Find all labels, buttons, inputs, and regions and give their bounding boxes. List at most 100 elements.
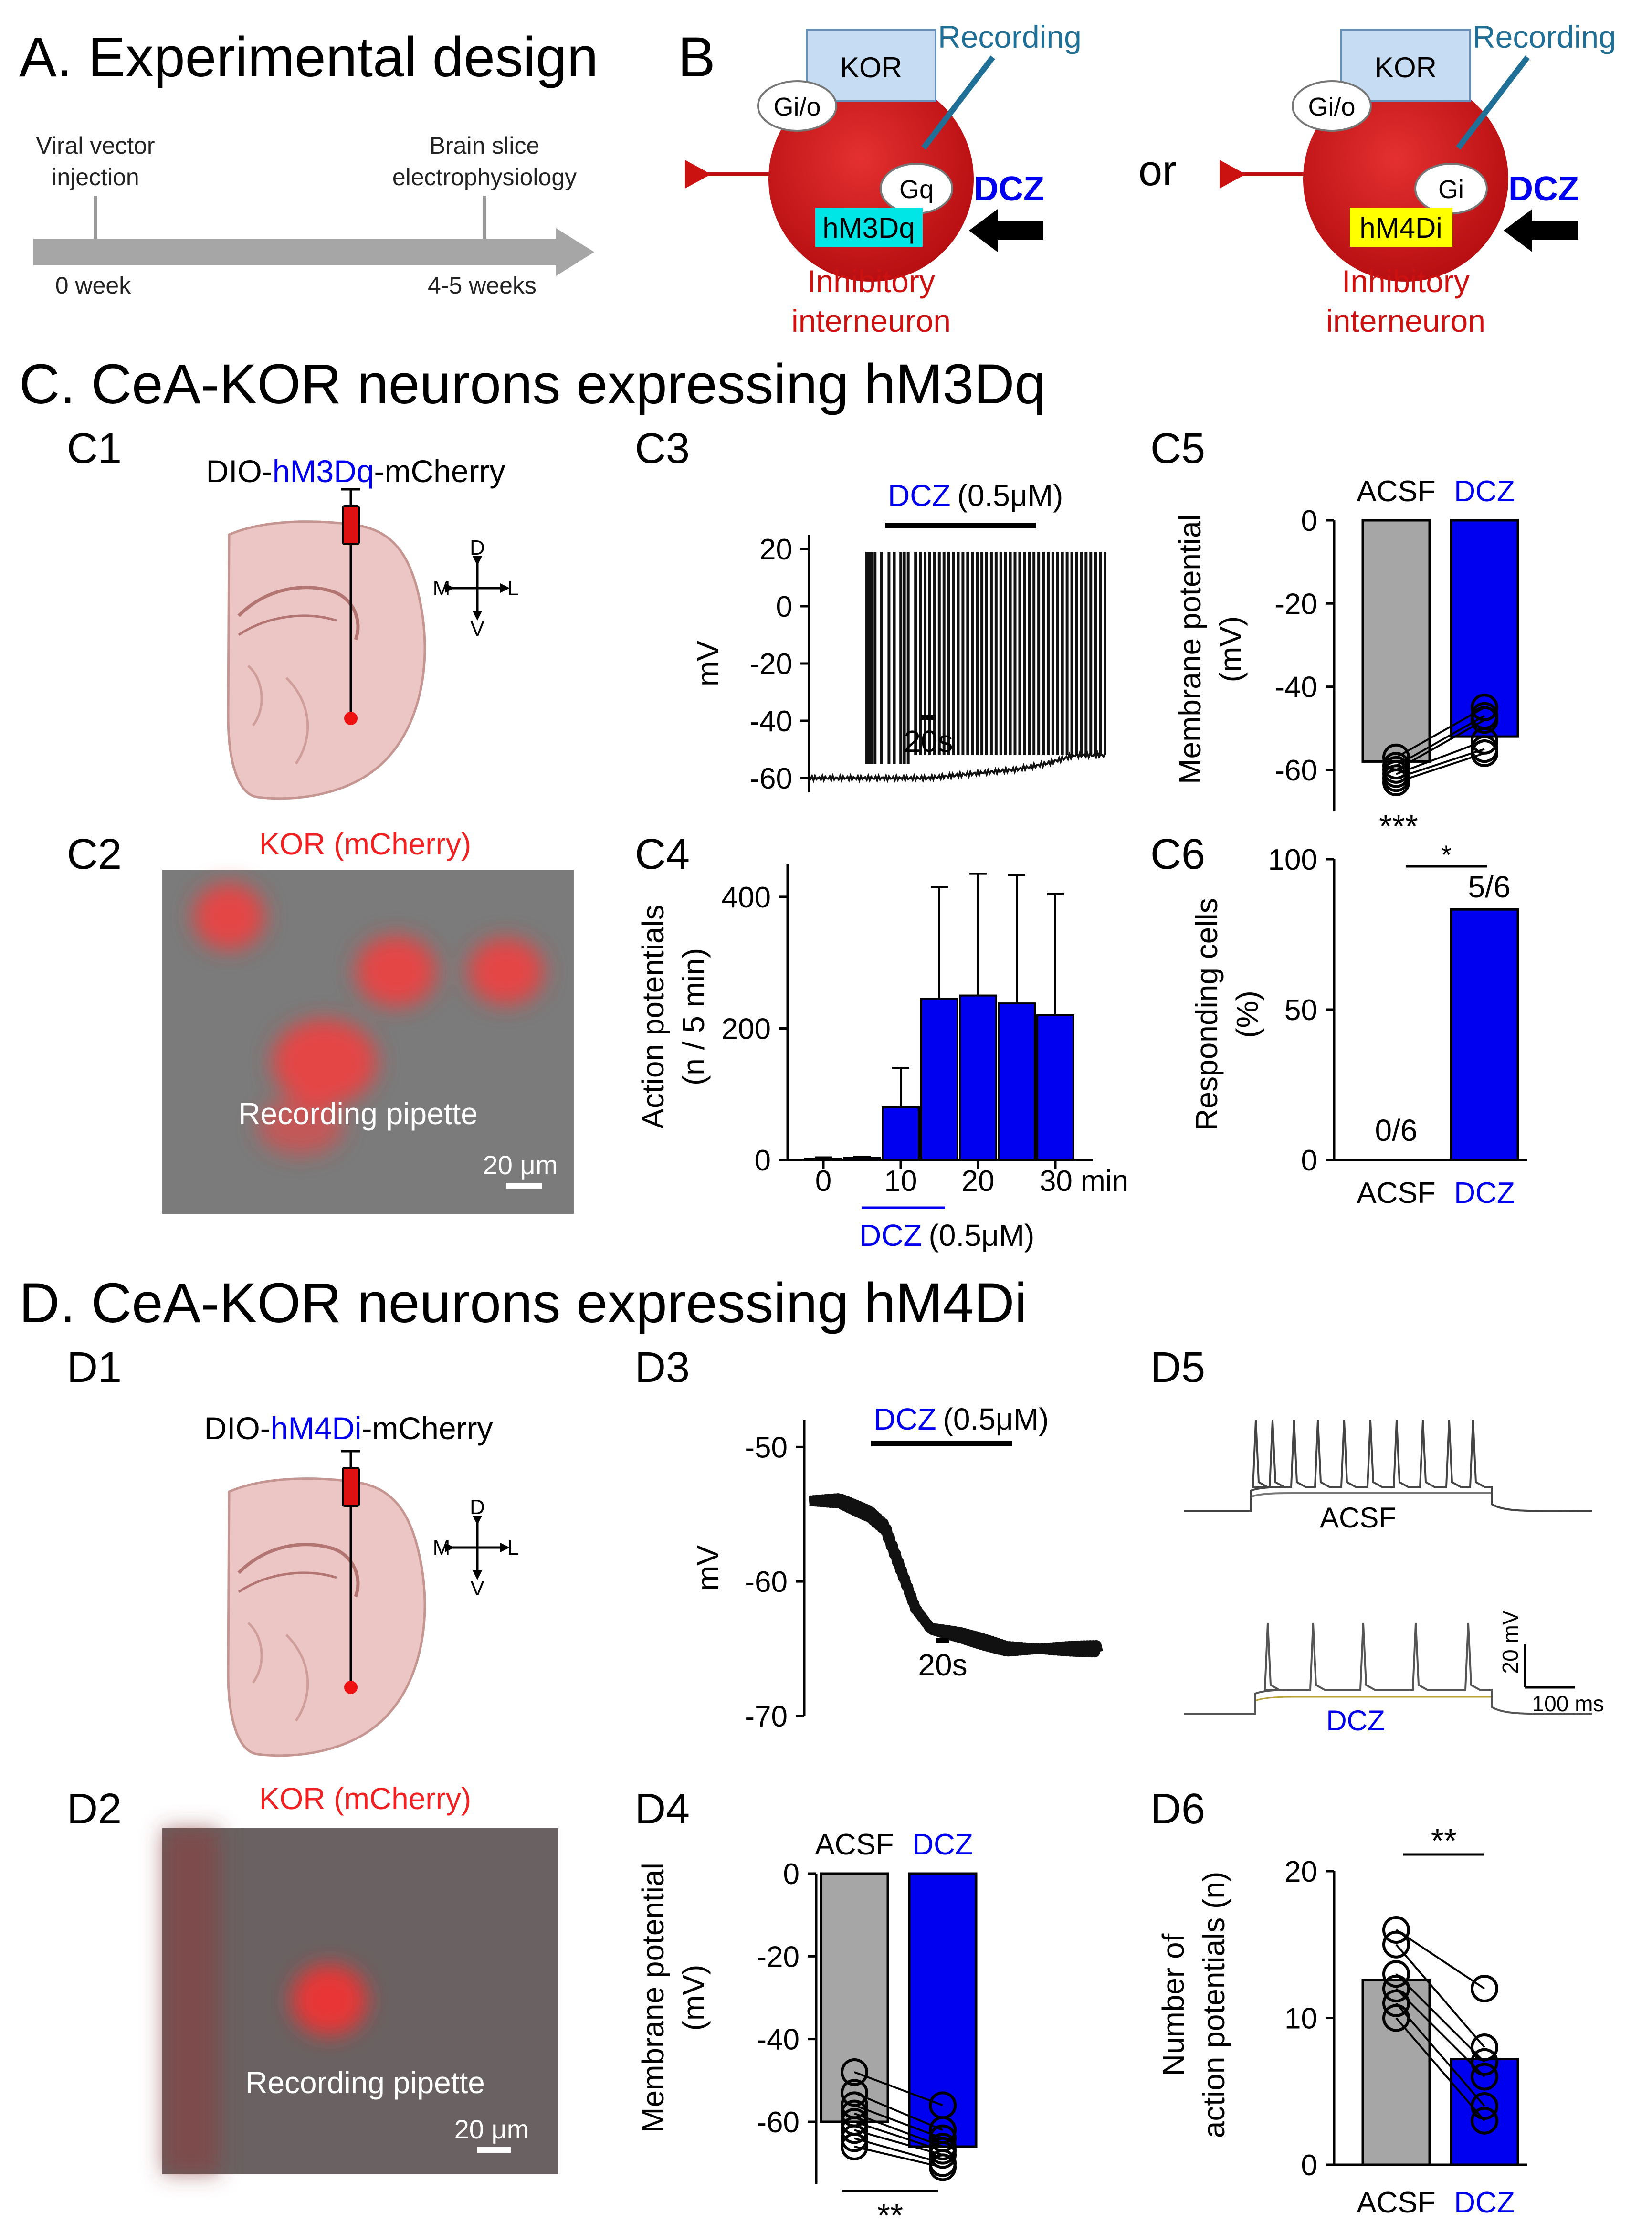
data-point [1382,1916,1410,1944]
d2-fluorescent-cells [162,1828,368,2174]
panel-c4: C4 Action potentials (n / 5 min) 4002000… [635,831,1128,1253]
y-tick-label: -50 [745,1431,788,1464]
brain-section-icon [227,488,426,800]
data-point [1471,694,1498,722]
d5-voltage-scale-label: 20 mV [1498,1610,1523,1674]
dir-lateral: L [507,1536,519,1559]
c6-ylabel-line2: (%) [1230,990,1264,1038]
y-tick-label: -60 [757,2106,800,2139]
data-point [1471,1975,1498,2002]
d4-ylabel-line2: (mV) [676,1965,711,2031]
event1-line1: Viral vector [36,132,155,159]
panel-a: A. Experimental design Viral vector inje… [19,26,598,299]
dcz-arrow-icon [1504,209,1578,252]
cell-type-line1: Inhibitory [807,263,935,299]
data-point [1471,727,1498,755]
y-tick-label: 0 [776,590,792,623]
category-label-acsf: ACSF [1357,2186,1435,2219]
panel-c3: C3 DCZ (0.5μM) mV 20 0 -20 -40 -60 20s [635,425,1106,795]
c3-voltage-trace [808,750,1106,783]
y-tick-label: 0 [1301,1144,1317,1177]
panel-b: B or KOR Recording Gi/o Gq hM3Dq DCZ Inh… [678,19,1616,338]
bar [882,1106,920,1161]
or-text: or [1138,147,1177,195]
paired-line [1396,739,1485,775]
paired-line [854,2137,943,2164]
hm3dq-box [815,208,923,247]
d2-image-title: KOR (mCherry) [259,1781,471,1816]
dir-medial: M [433,1536,451,1559]
bar [804,1158,842,1161]
panel-a-heading: A. Experimental design [19,26,598,89]
panel-c1-label: C1 [67,425,122,473]
c2-pipette-label: Recording pipette [238,1096,478,1131]
y-tick-label: 50 [1284,994,1317,1027]
bar-acsf [1361,1979,1431,2166]
panel-d1-label: D1 [67,1344,122,1391]
c3-action-potential-spikes [865,552,1106,764]
virus-construct-label: DIO-hM4Di-mCherry [204,1411,493,1446]
paired-line [1396,706,1485,758]
bar [920,998,958,1161]
category-label-dcz: DCZ [1454,1177,1515,1210]
y-tick-label: -60 [1274,754,1317,787]
paired-line [854,2112,943,2148]
cell-type-line2: interneuron [791,303,951,338]
c2-scale-label: 20 μm [483,1150,558,1180]
recording-pipette-icon [921,55,995,150]
c5-significance: *** [1379,808,1418,845]
section-c-heading: C. CeA-KOR neurons expressing hM3Dq [19,353,1046,416]
paired-line [1395,2017,1485,2122]
d3-time-scale-label: 20s [918,1648,967,1682]
y-tick-label: 20 [759,533,792,566]
data-point [1382,2004,1410,2032]
paired-line [1395,1929,1485,1990]
gio-protein [757,80,837,132]
c5-paired-bar-chart: 0 -20 -40 -60 ACSF DCZ [1274,475,1519,811]
panel-d3: D3 DCZ (0.5μM) mV -50 -60 -70 20s [635,1344,1103,1733]
paired-line [1395,1988,1485,2077]
c3-y-ticks: 20 0 -20 -40 -60 [749,533,809,795]
data-point [1471,2063,1498,2091]
bar-dcz [1450,908,1519,1161]
category-label-acsf: ACSF [1357,475,1435,508]
bar [843,1157,881,1161]
data-point [1382,1960,1410,1988]
y-tick-label: 0 [1301,2149,1317,2182]
y-tick-label: 0 [1301,505,1317,537]
panel-c5-label: C5 [1150,425,1205,473]
d4-ylabel-line1: Membrane potential [636,1863,670,2133]
panel-d5-label: D5 [1150,1344,1205,1391]
y-tick-label: 0 [783,1858,800,1891]
bar-acsf [1361,519,1431,763]
timeline-arrow [33,228,594,276]
y-tick-label: 200 [722,1012,771,1045]
data-point [1471,2107,1498,2135]
d3-y-ticks: -50 -60 -70 [745,1431,804,1733]
paired-line [854,2129,943,2156]
data-point [1471,2033,1498,2061]
time-4-5-weeks: 4-5 weeks [428,272,537,299]
data-point [841,2133,868,2160]
y-tick-label: -60 [749,762,792,795]
x-tick-label: 30 min [1040,1165,1128,1198]
panel-c3-label: C3 [635,425,690,473]
c6-significance: * [1441,840,1452,870]
hm4di-box [1350,208,1452,247]
gio-label: Gi/o [773,93,821,121]
cell-type-line2: interneuron [1326,303,1485,338]
y-tick-label: -20 [749,648,792,681]
data-point [1382,769,1410,796]
gi-label: Gi [1438,175,1464,204]
data-point [1471,2048,1498,2076]
panel-d4-label: D4 [635,1785,690,1833]
data-point [1382,1930,1410,1959]
y-tick-label: -40 [749,705,792,738]
hm3dq-label: hM3Dq [822,212,915,244]
c2-fluorescent-cells [193,883,544,1155]
data-point [841,2124,868,2152]
dir-ventral: V [470,1577,484,1600]
c6-fraction-acsf: 0/6 [1375,1113,1418,1148]
bar [959,994,997,1161]
